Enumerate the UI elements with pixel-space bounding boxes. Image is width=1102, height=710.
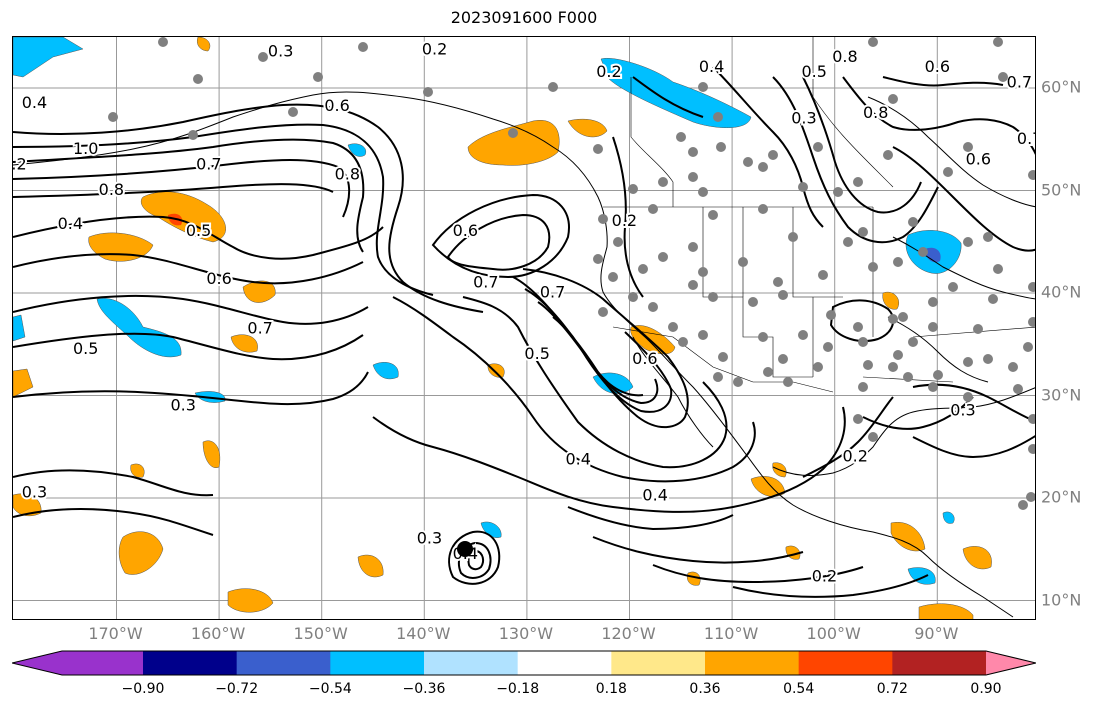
shaded-anomalies xyxy=(13,37,992,619)
contour-label: 0.6 xyxy=(632,349,657,368)
map-canvas: 0.3 0.2 0.4 0.6 0.7 0.8 1.2 1.0 0.8 0.4 0.5 0.6 0.7 0… xyxy=(13,37,1036,619)
contour-label: 0.3 xyxy=(22,482,47,501)
contour-label: 0.7 xyxy=(1007,72,1032,91)
longitude-label: 100°W xyxy=(806,624,861,643)
contour-label: 0.6 xyxy=(966,149,991,168)
colorbar-tick-label: 0.90 xyxy=(970,681,1002,697)
contour-label: 0.2 xyxy=(812,566,837,585)
contour-label: 0.4 xyxy=(58,214,83,233)
colorbar-segment xyxy=(705,651,800,675)
contour-label: 0.3 xyxy=(268,42,293,61)
station-markers xyxy=(108,37,1035,510)
contour-label: 0.4 xyxy=(22,93,47,112)
colorbar-segment xyxy=(517,651,612,675)
colorbar-tick-label: −0.18 xyxy=(496,681,540,697)
colorbar-tick-label: −0.72 xyxy=(215,681,259,697)
contour-label: 0.3 xyxy=(791,108,816,127)
contour-label: 1.2 xyxy=(13,154,27,173)
contour-label: 0.6 xyxy=(925,57,950,76)
contour-label: 0.5 xyxy=(524,344,549,363)
colorbar-segment xyxy=(330,651,425,675)
colorbar-tick-label: −0.36 xyxy=(402,681,446,697)
latitude-label: 40°N xyxy=(1041,282,1082,302)
colorbar-tick-label: 0.36 xyxy=(689,681,721,697)
contour-label: 0.8 xyxy=(832,47,857,66)
latitude-label: 60°N xyxy=(1041,77,1082,97)
contour-label: 0.5 xyxy=(801,62,826,81)
contour-label: 0.8 xyxy=(335,165,360,184)
latitude-label: 50°N xyxy=(1041,180,1082,199)
contour-label: 0.8 xyxy=(99,180,124,199)
colorbar xyxy=(12,650,1036,676)
longitude-label: 120°W xyxy=(601,624,656,643)
colorbar-tick-label: −0.90 xyxy=(121,681,165,697)
longitude-label: 110°W xyxy=(703,624,759,643)
contour-label: 0.5 xyxy=(186,221,211,240)
colorbar-segment xyxy=(143,651,238,675)
contour-label-layer: 0.3 0.2 0.4 0.6 0.7 0.8 1.2 1.0 0.8 0.4 0.5 0.6 0.7 0… xyxy=(13,38,1036,588)
latitude-label: 10°N xyxy=(1041,590,1082,609)
contour-label: 0.2 xyxy=(612,211,637,230)
contour-label: 0.4 xyxy=(699,57,724,76)
coastlines xyxy=(13,91,1035,618)
colorbar-tick-label: 0.18 xyxy=(595,681,627,697)
contour-label: 0.7 xyxy=(196,154,221,173)
colorbar-tick-label: 0.72 xyxy=(876,681,908,697)
colorbar-segment xyxy=(236,651,331,675)
longitude-label: 160°W xyxy=(190,624,246,643)
colorbar-segment xyxy=(611,651,706,675)
longitude-label: 130°W xyxy=(498,624,554,643)
contour-label: 0.4 xyxy=(565,450,590,469)
contour-label: 0.3 xyxy=(950,400,975,419)
colorbar-segment xyxy=(424,651,519,675)
longitude-label: 170°W xyxy=(88,624,143,643)
longitude-label: 150°W xyxy=(293,624,348,643)
contour-label: 0.3 xyxy=(170,395,195,414)
colorbar-tick-label: 0.54 xyxy=(783,681,815,697)
contour-label: 0.7 xyxy=(1017,129,1036,148)
colorbar-segment xyxy=(892,651,987,675)
map-panel: 0.3 0.2 0.4 0.6 0.7 0.8 1.2 1.0 0.8 0.4 0.5 0.6 0.7 0… xyxy=(12,36,1036,620)
longitude-label: 90°W xyxy=(914,624,959,643)
contour-label: 0.2 xyxy=(596,62,621,81)
contour-label: 0.7 xyxy=(473,272,498,291)
contour-label: 0.7 xyxy=(247,318,272,337)
contour-label: 0.7 xyxy=(540,283,565,302)
contour-label: 1.0 xyxy=(73,139,98,158)
contour-lines xyxy=(13,66,1035,598)
contour-label: 0.8 xyxy=(863,103,888,122)
colorbar-tick-label: −0.54 xyxy=(308,681,352,697)
contour-label: 0.5 xyxy=(73,339,98,358)
map-title: 2023091600 F000 xyxy=(450,8,598,27)
contour-label: 0.2 xyxy=(842,447,867,466)
latitude-label: 30°N xyxy=(1041,385,1082,404)
contour-label: 0.6 xyxy=(324,96,349,115)
contour-label: 0.6 xyxy=(206,269,231,288)
colorbar-extend-high xyxy=(986,651,1036,675)
colorbar-outline xyxy=(12,650,1036,676)
contour-label: 0.4 xyxy=(642,485,667,504)
longitude-label: 140°W xyxy=(396,624,451,643)
storm-center-marker xyxy=(457,541,473,557)
contour-label: 0.6 xyxy=(453,221,478,240)
contour-label: 0.2 xyxy=(422,40,447,59)
contour-label: 0.3 xyxy=(417,529,442,548)
colorbar-segment xyxy=(798,651,893,675)
latitude-label: 20°N xyxy=(1041,487,1082,507)
